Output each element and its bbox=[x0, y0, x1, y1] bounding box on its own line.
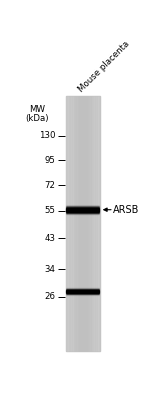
Bar bbox=[75, 96, 76, 351]
Bar bbox=[88, 96, 89, 351]
Bar bbox=[85, 96, 86, 351]
Bar bbox=[72, 96, 73, 351]
Bar bbox=[98, 96, 99, 351]
Bar bbox=[66, 96, 67, 351]
Bar bbox=[99, 96, 100, 351]
Text: 43: 43 bbox=[45, 234, 56, 243]
Bar bbox=[94, 96, 95, 351]
Bar bbox=[96, 96, 97, 351]
Text: Mouse placenta: Mouse placenta bbox=[77, 39, 132, 94]
Bar bbox=[69, 96, 70, 351]
Text: (kDa): (kDa) bbox=[26, 114, 49, 124]
Bar bbox=[78, 96, 79, 351]
Bar bbox=[93, 96, 94, 351]
Bar bbox=[73, 96, 74, 351]
Bar bbox=[67, 96, 68, 351]
Bar bbox=[97, 96, 98, 351]
Text: 130: 130 bbox=[39, 131, 56, 140]
Text: 95: 95 bbox=[45, 156, 56, 165]
Bar bbox=[80, 96, 81, 351]
Text: ARSB: ARSB bbox=[113, 205, 139, 215]
Bar bbox=[71, 96, 72, 351]
Text: 72: 72 bbox=[45, 180, 56, 190]
Text: 26: 26 bbox=[45, 292, 56, 301]
Bar bbox=[76, 96, 77, 351]
Bar bbox=[79, 96, 80, 351]
Bar bbox=[92, 96, 93, 351]
Bar bbox=[83, 96, 84, 351]
Bar bbox=[87, 96, 88, 351]
Bar bbox=[95, 96, 96, 351]
Bar bbox=[90, 96, 91, 351]
Bar bbox=[77, 96, 78, 351]
Bar bbox=[89, 96, 90, 351]
Bar bbox=[91, 96, 92, 351]
Bar bbox=[74, 96, 75, 351]
Text: MW: MW bbox=[29, 105, 46, 114]
Text: 55: 55 bbox=[45, 206, 56, 215]
Bar bbox=[70, 96, 71, 351]
Bar bbox=[84, 96, 85, 351]
Text: 34: 34 bbox=[45, 265, 56, 274]
Bar bbox=[82, 96, 83, 351]
Bar bbox=[86, 96, 87, 351]
Bar bbox=[68, 96, 69, 351]
Bar bbox=[66, 96, 100, 351]
Bar bbox=[81, 96, 82, 351]
